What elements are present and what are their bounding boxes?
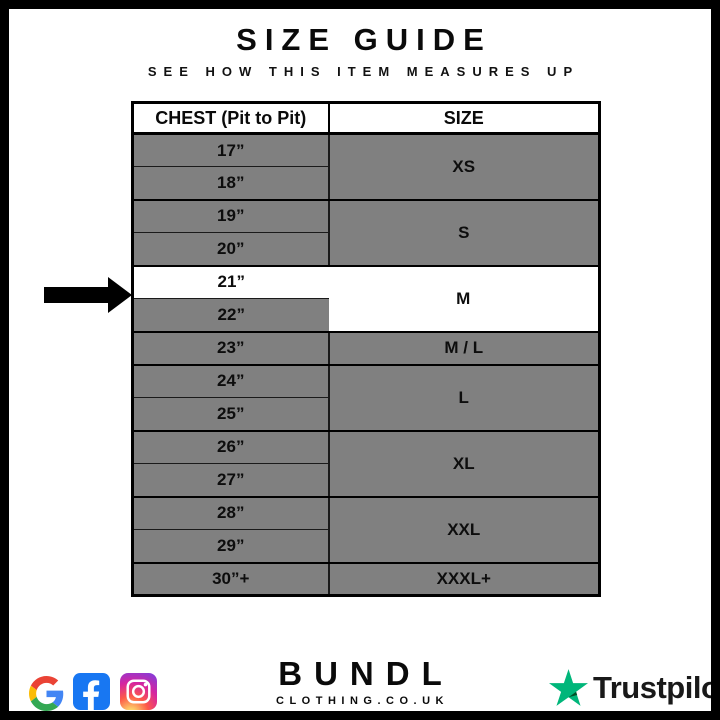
trustpilot-label: Trustpilot [593, 669, 720, 705]
chest-cell-18: 18” [132, 166, 330, 201]
size-cell-m: M [328, 265, 600, 333]
brand-domain: CLOTHING.CO.UK [276, 695, 449, 707]
trustpilot-logo[interactable]: Trustpilot [549, 669, 720, 706]
header-size: SIZE [328, 102, 600, 135]
header-chest: CHEST (Pit to Pit) [132, 102, 330, 135]
chest-cell-25: 25” [132, 397, 330, 432]
table-row: 27” [132, 463, 600, 498]
table-row: 24” L [132, 364, 600, 432]
table-row: 21” M [132, 265, 600, 333]
table-row: 29” [132, 529, 600, 564]
size-cell-xs: XS [328, 133, 600, 201]
table-row: 28” XXL [132, 496, 600, 564]
chest-cell-27: 27” [132, 463, 330, 498]
chest-cell-20: 20” [132, 232, 330, 267]
table-row: 18” [132, 166, 600, 201]
size-table: CHEST (Pit to Pit) SIZE 17” XS 18” 19” S 20” 2… [131, 101, 601, 597]
google-icon[interactable] [29, 676, 64, 711]
chest-cell-24: 24” [132, 364, 330, 398]
size-cell-xl: XL [328, 430, 600, 498]
table-row: 22” [132, 298, 600, 333]
instagram-icon[interactable] [120, 673, 157, 710]
chest-cell-26: 26” [132, 430, 330, 464]
brand-name: BUNDL [278, 655, 454, 692]
size-cell-s: S [328, 199, 600, 267]
chest-cell-22: 22” [132, 298, 329, 333]
chest-cell-19: 19” [132, 199, 330, 233]
size-table-body: 17” XS 18” 19” S 20” 21” M 22” 23” M / L 24” L 25” 26”… [132, 133, 600, 597]
size-cell-ml: M / L [328, 331, 600, 366]
size-cell-xxxl+: XXXL+ [328, 562, 600, 597]
size-cell-l: L [328, 364, 600, 432]
chest-cell-17: 17” [132, 133, 330, 167]
chest-cell-30+: 30”+ [132, 562, 330, 597]
table-row: 26” XL [132, 430, 600, 498]
brand-logo: BUNDL CLOTHING.CO.UK [9, 657, 711, 707]
table-row: 20” [132, 232, 600, 267]
table-row: 30”+ XXXL+ [132, 562, 600, 597]
facebook-icon[interactable] [73, 673, 110, 710]
table-row: 17” XS [132, 133, 600, 201]
chest-cell-28: 28” [132, 496, 330, 530]
trustpilot-star-icon [549, 669, 588, 706]
highlight-arrow-icon [44, 277, 132, 313]
chest-cell-21: 21” [132, 265, 329, 299]
table-row: 25” [132, 397, 600, 432]
chest-cell-29: 29” [132, 529, 330, 564]
page-title: SIZE GUIDE [236, 22, 492, 57]
size-cell-xxl: XXL [328, 496, 600, 564]
table-row: 23” M / L [132, 331, 600, 366]
chest-cell-23: 23” [132, 331, 330, 366]
table-header-row: CHEST (Pit to Pit) SIZE [132, 102, 600, 135]
page-subtitle: SEE HOW THIS ITEM MEASURES UP [147, 64, 580, 79]
table-row: 19” S [132, 199, 600, 267]
